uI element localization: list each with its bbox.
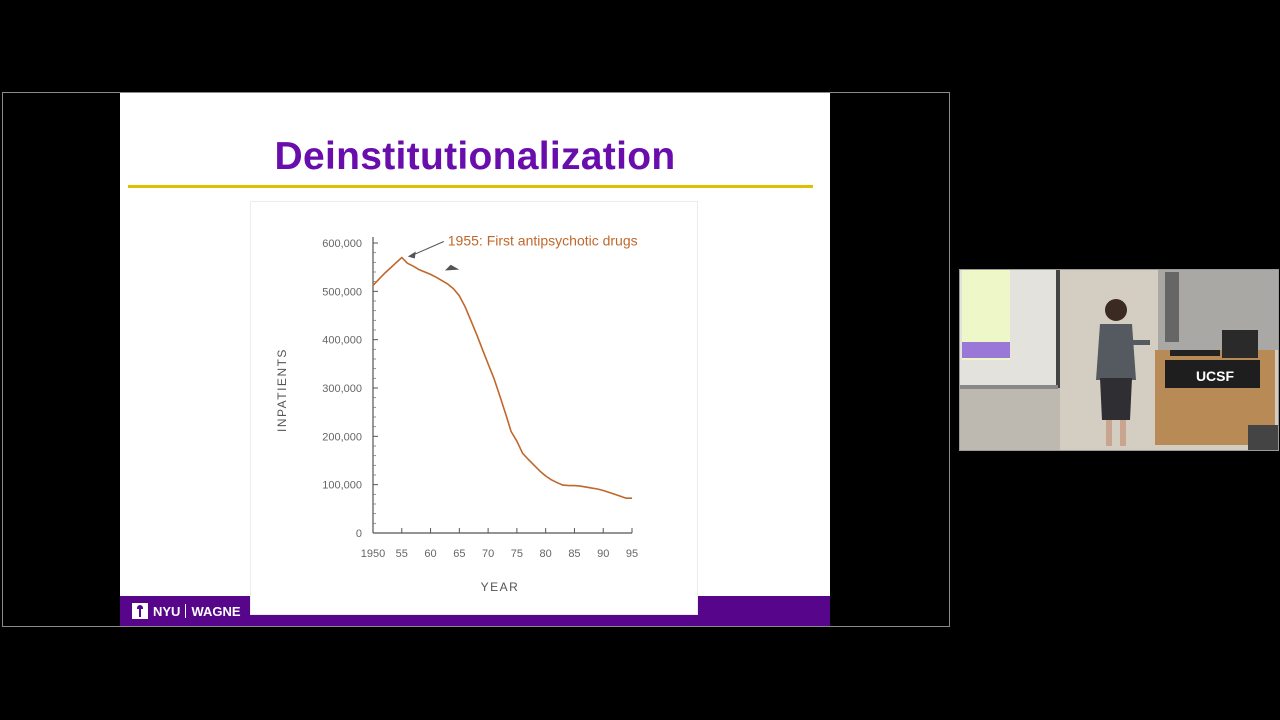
nyu-torch-icon — [132, 603, 148, 619]
footer-separator — [185, 604, 187, 618]
x-tick-label: 75 — [511, 548, 523, 560]
x-tick-label: 55 — [396, 548, 408, 560]
y-tick-label: 300,000 — [322, 383, 362, 395]
podium-logo: UCSF — [1196, 368, 1235, 384]
x-tick-labels: 1950 55 60 65 70 75 80 85 90 95 — [361, 548, 638, 560]
chart-series — [372, 256, 632, 499]
x-tick-label: 65 — [453, 548, 465, 560]
x-tick-label: 85 — [568, 548, 580, 560]
secondary-arrowhead — [444, 264, 460, 271]
x-tick-label: 70 — [482, 548, 494, 560]
presenter-video-frame: UCSF — [960, 270, 1278, 450]
nyu-wagner-logo: NYU WAGNE — [132, 602, 241, 620]
chart-panel: 0 100,000 200,000 300,000 400,000 500,000 600,… — [250, 201, 698, 615]
x-tick-label: 95 — [626, 548, 638, 560]
y-tick-label: 400,000 — [322, 335, 362, 347]
inpatients-series-line — [372, 256, 632, 499]
y-axis-label: INPATIENTS — [275, 348, 289, 432]
annotation-arrow-line — [411, 241, 444, 256]
footer-brand-left: NYU — [153, 603, 181, 619]
annotation-label: 1955: First antipsychotic drugs — [448, 233, 638, 249]
y-tick-label: 500,000 — [322, 286, 362, 298]
chart-annotations: 1955: First antipsychotic drugs — [407, 233, 638, 271]
x-axis-label: YEAR — [481, 580, 520, 594]
presenter-webcam: UCSF — [959, 269, 1279, 451]
chart-axes — [372, 237, 633, 534]
x-tick-label: 60 — [424, 548, 436, 560]
x-tick-label: 90 — [597, 548, 609, 560]
annotation-arrowhead — [407, 251, 416, 259]
y-tick-label: 600,000 — [322, 238, 362, 250]
inpatients-line-chart: 0 100,000 200,000 300,000 400,000 500,000 600,… — [275, 233, 638, 595]
slide-title: Deinstitutionalization — [274, 135, 676, 178]
y-tick-label: 0 — [356, 528, 362, 540]
footer-brand-right: WAGNE — [191, 603, 241, 619]
x-tick-label: 1950 — [361, 548, 385, 560]
x-tick-label: 80 — [540, 548, 552, 560]
y-tick-label: 200,000 — [322, 431, 362, 443]
title-underline — [128, 185, 813, 188]
y-tick-label: 100,000 — [322, 480, 362, 492]
y-tick-labels: 0 100,000 200,000 300,000 400,000 500,000 600,… — [322, 238, 362, 540]
presentation-slide: Deinstitutionalization NYU WAGNE 0 100,00… — [120, 93, 830, 626]
